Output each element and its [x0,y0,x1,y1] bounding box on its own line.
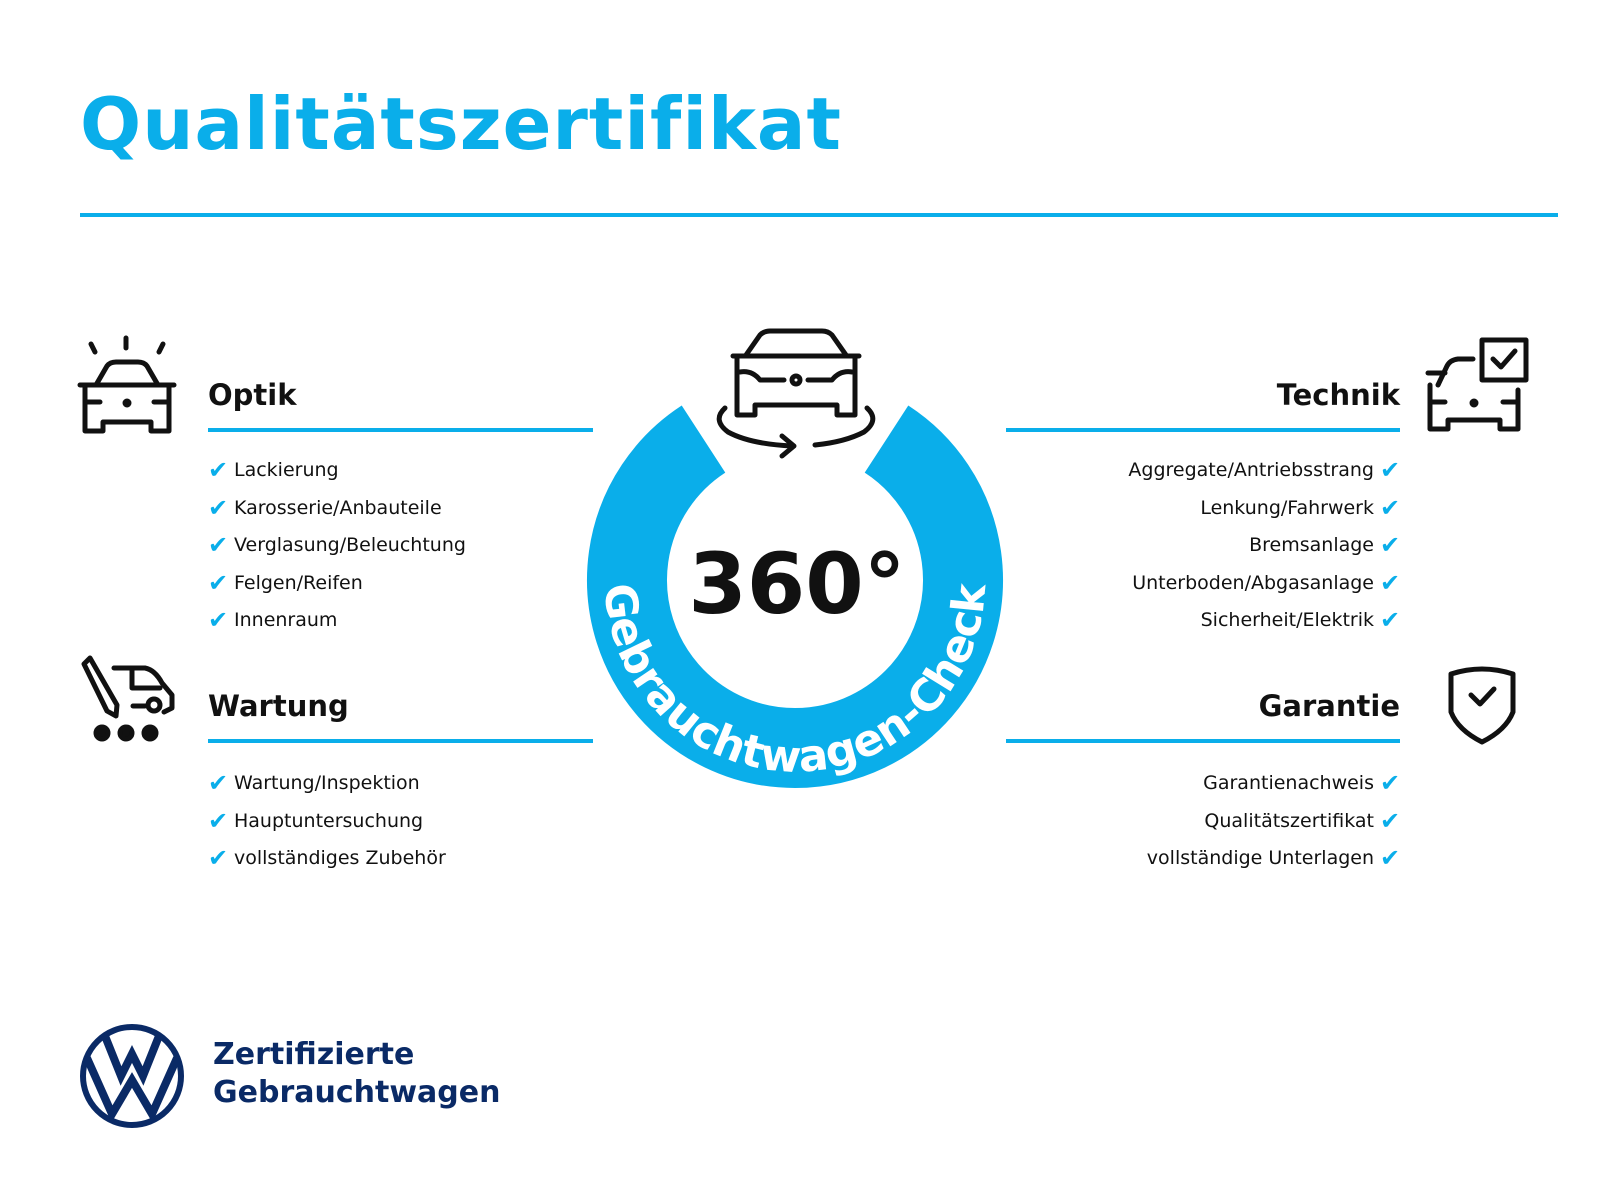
section-heading-wartung: Wartung [208,689,349,723]
checklist-item-label: Wartung/Inspektion [234,772,420,794]
section-divider-optik [208,428,593,432]
checklist-item-label: Sicherheit/Elektrik [1200,609,1374,631]
checkmark-icon: ✔ [208,606,229,634]
checklist-item-label: Karosserie/Anbauteile [234,496,442,519]
checklist-item-label: Innenraum [234,609,338,631]
checkmark-icon: ✔ [208,568,229,597]
checkmark-icon: ✔ [1380,769,1401,797]
checklist-item-label: vollständige Unterlagen [1146,847,1374,869]
checklist-item: Qualitätszertifikat ✔ [1147,803,1400,841]
checklist-item: ✔ Innenraum [208,602,466,640]
section-heading-technik: Technik [1276,378,1400,412]
service-van-icon [81,655,175,742]
checklist-item: Garantienachweis ✔ [1147,765,1400,803]
badge-360: Gebrauchtwagen-Check 360° [587,405,1003,788]
checklist-item: ✔ Felgen/Reifen [208,565,466,603]
checklist-item-label: Hauptuntersuchung [234,809,424,832]
list-technik: Aggregate/Antriebsstrang ✔ Lenkung/Fahrwer… [1128,452,1400,640]
checkmark-icon: ✔ [1380,456,1401,484]
section-divider-technik [1006,428,1400,432]
list-garantie: Garantienachweis ✔ Qualitätszertifikat ✔ vol… [1147,765,1400,878]
checklist-item-label: Aggregate/Antriebsstrang [1128,459,1374,481]
checklist-item: Unterboden/Abgasanlage ✔ [1128,565,1400,603]
checklist-item-label: Bremsanlage [1249,534,1374,556]
checkmark-icon: ✔ [1380,568,1401,597]
checklist-item: ✔ Verglasung/Beleuchtung [208,527,466,565]
checklist-item: Aggregate/Antriebsstrang ✔ [1128,452,1400,490]
section-divider-garantie [1006,739,1400,743]
checklist-item-label: Qualitätszertifikat [1204,809,1374,832]
checklist-item: Bremsanlage ✔ [1128,527,1400,565]
checklist-item: ✔ vollständiges Zubehör [208,840,446,878]
title-divider [80,213,1558,217]
checklist-item-label: Lackierung [234,459,339,481]
car-checklist-icon [1425,337,1529,432]
section-heading-garantie: Garantie [1258,689,1400,723]
checkmark-icon: ✔ [1380,493,1401,522]
checklist-item: ✔ Lackierung [208,452,466,490]
checklist-item-label: Felgen/Reifen [234,571,363,594]
checklist-item-label: Lenkung/Fahrwerk [1200,496,1374,519]
car-rotate-icon [716,328,876,459]
badge-number: 360° [688,535,905,633]
brand-line-1: Zertifizierte [213,1037,415,1072]
car-sparkle-icon [77,335,177,434]
checkmark-icon: ✔ [208,844,229,872]
checkmark-icon: ✔ [1380,606,1401,634]
checklist-item: Lenkung/Fahrwerk ✔ [1128,490,1400,528]
checklist-item: ✔ Karosserie/Anbauteile [208,490,466,528]
shield-check-icon [1448,666,1516,745]
checkmark-icon: ✔ [1380,806,1401,835]
checkmark-icon: ✔ [208,493,229,522]
vw-logo [80,1024,184,1128]
checkmark-icon: ✔ [208,456,229,484]
section-heading-optik: Optik [208,378,297,412]
list-optik: ✔ Lackierung ✔ Karosserie/Anbauteile ✔ Vergla… [208,452,466,640]
checkmark-icon: ✔ [208,806,229,835]
section-divider-wartung [208,739,593,743]
checklist-item-label: Verglasung/Beleuchtung [234,534,466,556]
checkmark-icon: ✔ [208,531,229,559]
list-wartung: ✔ Wartung/Inspektion ✔ Hauptuntersuchung ✔ vo… [208,765,446,878]
checklist-item: vollständige Unterlagen ✔ [1147,840,1400,878]
page-title: Qualitätszertifikat [80,82,842,166]
checklist-item-label: Unterboden/Abgasanlage [1132,571,1374,594]
checkmark-icon: ✔ [1380,844,1401,872]
checkmark-icon: ✔ [1380,531,1401,559]
brand-wordmark: Zertifizierte Gebrauchtwagen [213,1036,500,1112]
brand-line-2: Gebrauchtwagen [213,1075,501,1110]
badge-ring [587,405,1003,788]
checklist-item-label: vollständiges Zubehör [234,847,446,869]
checklist-item: ✔ Hauptuntersuchung [208,803,446,841]
checklist-item: Sicherheit/Elektrik ✔ [1128,602,1400,640]
checkmark-icon: ✔ [208,769,229,797]
checklist-item-label: Garantienachweis [1203,772,1374,794]
checklist-item: ✔ Wartung/Inspektion [208,765,446,803]
